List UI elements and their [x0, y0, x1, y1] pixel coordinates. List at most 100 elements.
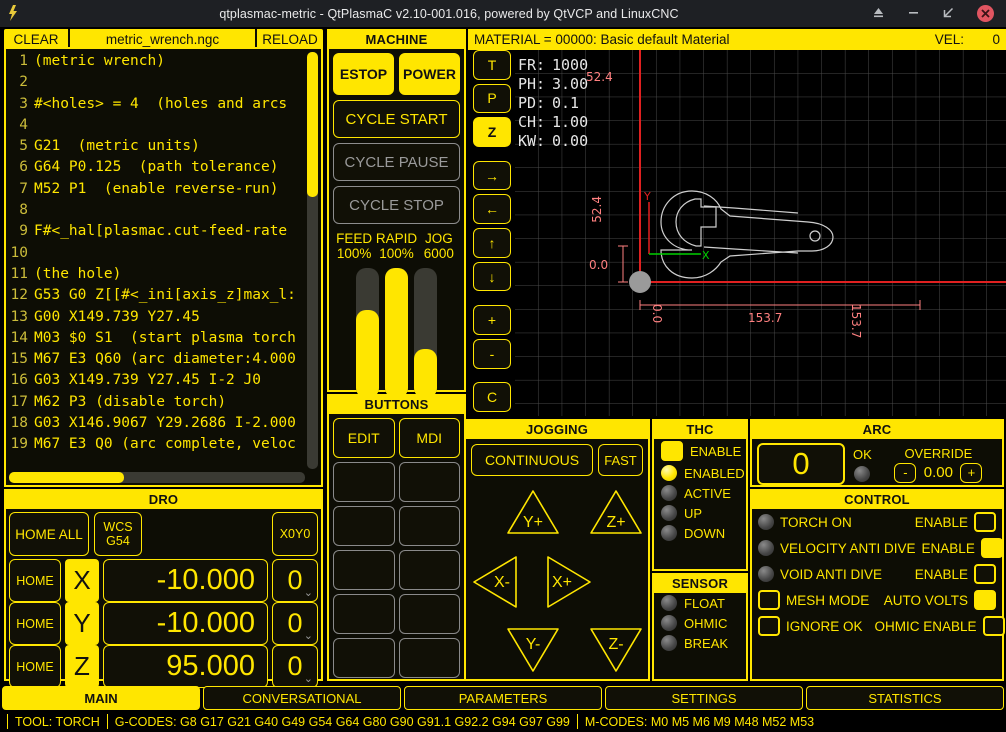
jog-x-minus-button[interactable]: X-	[470, 553, 522, 611]
user-button-mdi[interactable]: MDI	[398, 418, 460, 458]
user-button-empty-2[interactable]	[333, 462, 395, 502]
tab-conversational[interactable]: CONVERSATIONAL	[203, 686, 401, 710]
home-axis-x-button[interactable]: HOME	[9, 559, 61, 602]
gcode-line[interactable]: 6 G64 P0.125 (path tolerance)	[8, 157, 305, 178]
override-slider-jog[interactable]	[414, 268, 437, 398]
dro-select-y[interactable]: 0 ⌄	[272, 602, 318, 645]
gcode-line[interactable]: 14 M03 $0 S1 (start plasma torch	[8, 328, 305, 349]
user-button-edit[interactable]: EDIT	[333, 418, 395, 458]
gcode-vertical-scrollbar[interactable]	[307, 52, 318, 469]
gcode-horizontal-scrollbar[interactable]	[9, 472, 305, 483]
clear-button[interactable]: CLEAR	[4, 29, 70, 51]
gcode-line[interactable]: 4	[8, 115, 305, 136]
arc-override-plus-button[interactable]: +	[960, 462, 983, 483]
jog-y-plus-button[interactable]: Y+	[504, 487, 562, 539]
power-button[interactable]: POWER	[399, 53, 460, 95]
dro-select-x[interactable]: 0 ⌄	[272, 559, 318, 602]
control-checkbox-void-anti-dive[interactable]	[974, 564, 996, 584]
cycle-start-button[interactable]: CYCLE START	[333, 100, 460, 138]
jog-z-plus-button[interactable]: Z+	[587, 487, 645, 539]
preview-button-z[interactable]: Z	[473, 117, 511, 147]
gcode-line[interactable]: 10	[8, 243, 305, 264]
gcode-vertical-scroll-thumb[interactable]	[307, 52, 318, 197]
pan-up-icon[interactable]: ↑	[473, 228, 511, 258]
restore-icon[interactable]	[942, 6, 957, 21]
pan-left-icon[interactable]: ←	[473, 194, 511, 225]
gcode-line[interactable]: 3 #<holes> = 4 (holes and arcs	[8, 94, 305, 115]
dro-select-z[interactable]: 0 ⌄	[272, 645, 318, 688]
zero-xy-button[interactable]: X0Y0	[272, 512, 318, 556]
jog-x-plus-button[interactable]: X+	[542, 553, 594, 611]
override-slider-rapid[interactable]	[385, 268, 408, 398]
material-bar[interactable]: MATERIAL = 00000: Basic default Material…	[468, 29, 1006, 50]
cycle-stop-button[interactable]: CYCLE STOP	[333, 186, 460, 224]
dro-value-z[interactable]: 95.000	[103, 645, 268, 688]
gcode-line[interactable]: 15 M67 E3 Q60 (arc diameter:4.000	[8, 349, 305, 370]
eject-icon[interactable]	[872, 6, 887, 21]
cycle-pause-button[interactable]: CYCLE PAUSE	[333, 143, 460, 181]
arc-override-minus-button[interactable]: -	[894, 462, 917, 483]
user-button-empty-9[interactable]	[398, 594, 460, 634]
control-checkbox-torch-on[interactable]	[974, 512, 996, 532]
thc-enable-checkbox[interactable]	[661, 441, 683, 461]
gcode-line[interactable]: 5 G21 (metric units)	[8, 136, 305, 157]
gcode-horizontal-scroll-thumb[interactable]	[9, 472, 124, 483]
override-slider-feed[interactable]	[356, 268, 379, 398]
gcode-line[interactable]: 18 G03 X146.9067 Y29.2686 I-2.000	[8, 413, 305, 434]
user-button-empty-7[interactable]	[398, 550, 460, 590]
preview-button-p[interactable]: P	[473, 83, 511, 114]
dro-value-y[interactable]: -10.000	[103, 602, 268, 645]
gcode-line-number: 18	[10, 415, 28, 432]
home-all-button[interactable]: HOME ALL	[9, 512, 89, 556]
user-button-empty-10[interactable]	[333, 638, 395, 678]
control-checkbox-mesh-mode[interactable]	[758, 590, 780, 610]
tab-parameters[interactable]: PARAMETERS	[404, 686, 602, 710]
thc-enable-row[interactable]: ENABLE	[654, 439, 746, 463]
close-icon[interactable]	[977, 5, 994, 22]
user-button-empty-5[interactable]	[398, 506, 460, 546]
zoom-in-button[interactable]: +	[473, 305, 511, 335]
control-checkbox-velocity-anti-dive[interactable]	[980, 538, 1003, 558]
user-button-empty-4[interactable]	[333, 506, 395, 546]
gcode-line[interactable]: 11 (the hole)	[8, 264, 305, 285]
jog-speed-button[interactable]: FAST	[598, 444, 643, 476]
estop-button[interactable]: ESTOP	[333, 53, 394, 95]
jog-mode-button[interactable]: CONTINUOUS	[471, 444, 593, 476]
gcode-line[interactable]: 19 M67 E3 Q0 (arc complete, veloc	[8, 434, 305, 455]
home-axis-y-button[interactable]: HOME	[9, 602, 61, 645]
wcs-button[interactable]: WCS G54	[94, 512, 142, 556]
preview-clear-button[interactable]: C	[473, 382, 511, 413]
gcode-line[interactable]: 2	[8, 72, 305, 93]
control-checkbox-ignore-ok[interactable]	[758, 616, 780, 636]
gcode-line[interactable]: 17 M62 P3 (disable torch)	[8, 392, 305, 413]
tab-statistics[interactable]: STATISTICS	[806, 686, 1004, 710]
preview-button-t[interactable]: T	[473, 50, 511, 80]
gcode-preview[interactable]: Y X 52.4 52.4 0.0 153.7 0.0 153.7	[468, 50, 1006, 416]
gcode-line[interactable]: 9 F#<_hal[plasmac.cut-feed-rate	[8, 221, 305, 242]
control-checkbox-ohmic-enable[interactable]	[982, 616, 1005, 636]
user-button-empty-6[interactable]	[333, 550, 395, 590]
led-indicator	[661, 505, 677, 521]
user-button-empty-3[interactable]	[398, 462, 460, 502]
pan-right-icon[interactable]: →	[473, 160, 511, 191]
control-checkbox-auto-volts[interactable]	[974, 590, 996, 610]
user-button-empty-11[interactable]	[398, 638, 460, 678]
gcode-line[interactable]: 16 G03 X149.739 Y27.45 I-2 J0	[8, 370, 305, 391]
home-axis-z-button[interactable]: HOME	[9, 645, 61, 688]
reload-button[interactable]: RELOAD	[255, 29, 323, 51]
user-button-empty-8[interactable]	[333, 594, 395, 634]
gcode-line[interactable]: 1 (metric wrench)	[8, 51, 305, 72]
gcode-line[interactable]: 12 G53 G0 Z[[#<_ini[axis_z]max_l:	[8, 285, 305, 306]
gcode-editor[interactable]: 1 (metric wrench) 2 3 #<holes> = 4 (holes an…	[4, 47, 323, 487]
jog-z-minus-button[interactable]: Z-	[587, 623, 645, 675]
gcode-line[interactable]: 7 M52 P1 (enable reverse-run)	[8, 179, 305, 200]
pan-down-icon[interactable]: ↓	[473, 261, 511, 292]
tab-settings[interactable]: SETTINGS	[605, 686, 803, 710]
dro-value-x[interactable]: -10.000	[103, 559, 268, 602]
gcode-line[interactable]: 13 G00 X149.739 Y27.45	[8, 307, 305, 328]
zoom-out-button[interactable]: -	[473, 338, 511, 369]
minimize-icon[interactable]	[907, 6, 922, 21]
gcode-line[interactable]: 8	[8, 200, 305, 221]
tab-main[interactable]: MAIN	[2, 686, 200, 710]
jog-y-minus-button[interactable]: Y-	[504, 623, 562, 675]
